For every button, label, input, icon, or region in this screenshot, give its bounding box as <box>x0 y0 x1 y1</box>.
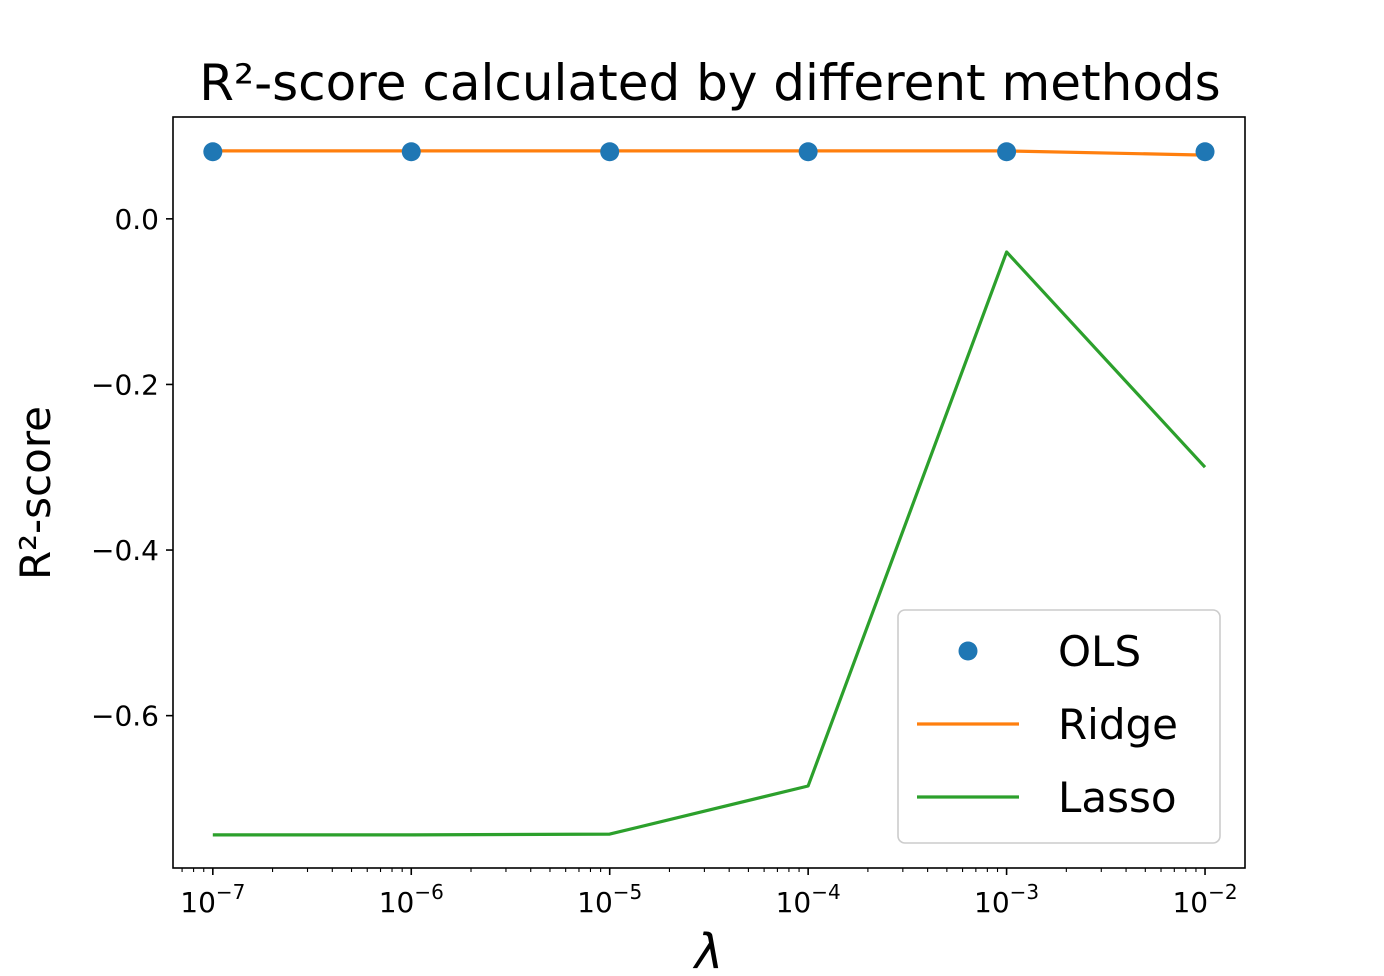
x-tick-exponent: −2 <box>1208 880 1237 904</box>
chart-title: R²-score calculated by different methods <box>199 54 1220 112</box>
legend-ridge-label: Ridge <box>1058 700 1178 749</box>
x-axis-label-text: λ <box>692 924 723 976</box>
x-tick-base: 10 <box>974 886 1010 919</box>
chart-title-text: R²-score calculated by different methods <box>199 54 1220 112</box>
y-axis-label-text: R²-score <box>11 406 60 580</box>
legend-ols-marker <box>958 641 978 661</box>
plot-series <box>203 142 1215 837</box>
legend-ols-label: OLS <box>1058 627 1141 676</box>
x-tick-label: 10−5 <box>577 880 642 919</box>
lasso-line <box>212 250 1207 837</box>
x-tick-label: 10−7 <box>180 880 245 919</box>
x-tick-base: 10 <box>379 886 415 919</box>
legend-lasso-label: Lasso <box>1058 773 1177 822</box>
x-tick-exponent: −6 <box>414 880 443 904</box>
x-tick-base: 10 <box>776 886 812 919</box>
x-tick-label: 10−6 <box>379 880 444 919</box>
x-tick-label: 10−2 <box>1172 880 1237 919</box>
y-tick-label: 0.0 <box>114 203 159 236</box>
ols-point <box>1195 142 1215 162</box>
x-tick-label: 10−4 <box>776 880 841 919</box>
x-axis-label: λ <box>692 924 723 976</box>
axis-ticks: 0.0−0.2−0.4−0.610−7 10−6 10−5 10−4 10−3 10−2 <box>91 203 1238 919</box>
ols-point <box>600 142 620 162</box>
x-tick-exponent: −7 <box>216 880 245 904</box>
ols-point <box>203 142 223 162</box>
legend-box <box>897 609 1221 844</box>
ols-point <box>997 142 1017 162</box>
x-tick-base: 10 <box>1172 886 1208 919</box>
x-tick-exponent: −5 <box>613 880 642 904</box>
y-tick-label: −0.2 <box>91 368 159 401</box>
ols-point <box>798 142 818 162</box>
y-tick-label: −0.6 <box>91 700 159 733</box>
legend: OLS Ridge Lasso <box>897 609 1221 844</box>
x-tick-exponent: −3 <box>1010 880 1039 904</box>
plot-area-frame <box>172 116 1246 869</box>
y-axis-label: R²-score <box>11 406 60 580</box>
ols-point <box>401 142 421 162</box>
ridge-line <box>212 149 1206 157</box>
y-tick-label: −0.4 <box>91 534 159 567</box>
x-tick-exponent: −4 <box>811 880 840 904</box>
x-tick-base: 10 <box>577 886 613 919</box>
x-tick-base: 10 <box>180 886 216 919</box>
x-tick-label: 10−3 <box>974 880 1039 919</box>
